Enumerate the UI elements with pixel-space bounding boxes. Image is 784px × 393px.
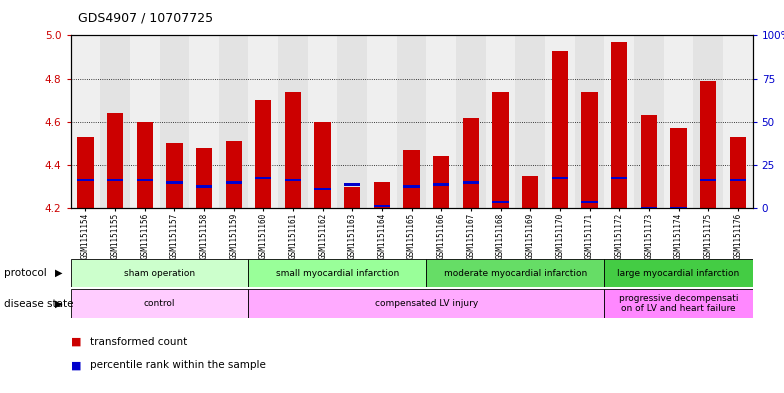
Bar: [249, 289, 604, 318]
Bar: [78, 137, 93, 208]
Text: ■: ■: [71, 360, 81, 371]
Bar: [641, 116, 657, 208]
Text: large myocardial infarction: large myocardial infarction: [617, 269, 739, 277]
Bar: [492, 200, 509, 203]
Bar: [136, 179, 153, 182]
Bar: [522, 209, 539, 212]
Bar: [130, 35, 159, 208]
Bar: [226, 141, 241, 208]
Bar: [136, 122, 153, 208]
Bar: [433, 183, 449, 186]
Bar: [314, 122, 331, 208]
Bar: [249, 35, 278, 208]
Bar: [100, 35, 130, 208]
Bar: [285, 179, 301, 182]
Bar: [426, 259, 604, 287]
Bar: [314, 187, 331, 190]
Bar: [730, 179, 746, 182]
Bar: [226, 181, 241, 184]
Bar: [374, 182, 390, 208]
Bar: [166, 143, 183, 208]
Bar: [278, 35, 308, 208]
Bar: [670, 129, 687, 208]
Bar: [344, 183, 361, 186]
Bar: [545, 35, 575, 208]
Bar: [522, 176, 539, 208]
Bar: [367, 35, 397, 208]
Bar: [189, 35, 219, 208]
Bar: [107, 179, 123, 182]
Bar: [71, 35, 100, 208]
Bar: [664, 35, 693, 208]
Bar: [255, 100, 271, 208]
Bar: [285, 92, 301, 208]
Bar: [344, 187, 361, 208]
Bar: [397, 35, 426, 208]
Bar: [71, 289, 249, 318]
Bar: [670, 207, 687, 209]
Text: control: control: [143, 299, 176, 308]
Bar: [219, 35, 249, 208]
Text: small myocardial infarction: small myocardial infarction: [276, 269, 399, 277]
Bar: [582, 200, 597, 203]
Bar: [730, 137, 746, 208]
Bar: [159, 35, 189, 208]
Bar: [693, 35, 723, 208]
Text: ▶: ▶: [55, 268, 63, 278]
Bar: [196, 185, 212, 188]
Text: disease state: disease state: [4, 299, 74, 309]
Text: percentile rank within the sample: percentile rank within the sample: [90, 360, 266, 371]
Bar: [700, 179, 717, 182]
Text: sham operation: sham operation: [124, 269, 195, 277]
Bar: [71, 259, 249, 287]
Bar: [552, 177, 568, 179]
Bar: [249, 259, 426, 287]
Text: GDS4907 / 10707725: GDS4907 / 10707725: [78, 12, 213, 25]
Bar: [552, 51, 568, 208]
Bar: [404, 150, 419, 208]
Bar: [337, 35, 367, 208]
Bar: [575, 35, 604, 208]
Bar: [492, 92, 509, 208]
Bar: [604, 35, 634, 208]
Bar: [433, 156, 449, 208]
Bar: [78, 179, 93, 182]
Text: protocol: protocol: [4, 268, 47, 278]
Bar: [426, 35, 456, 208]
Bar: [634, 35, 664, 208]
Bar: [611, 177, 627, 179]
Text: progressive decompensati
on of LV and heart failure: progressive decompensati on of LV and he…: [619, 294, 739, 313]
Text: ■: ■: [71, 337, 81, 347]
Bar: [196, 148, 212, 208]
Text: ▶: ▶: [55, 299, 63, 309]
Bar: [463, 181, 479, 184]
Bar: [255, 177, 271, 179]
Bar: [582, 92, 597, 208]
Bar: [604, 259, 753, 287]
Bar: [456, 35, 486, 208]
Bar: [463, 118, 479, 208]
Bar: [641, 207, 657, 209]
Bar: [700, 81, 717, 208]
Bar: [723, 35, 753, 208]
Bar: [604, 289, 753, 318]
Bar: [374, 205, 390, 208]
Text: moderate myocardial infarction: moderate myocardial infarction: [444, 269, 587, 277]
Bar: [404, 185, 419, 188]
Bar: [308, 35, 337, 208]
Bar: [611, 42, 627, 208]
Bar: [486, 35, 515, 208]
Bar: [166, 181, 183, 184]
Bar: [515, 35, 545, 208]
Text: compensated LV injury: compensated LV injury: [375, 299, 478, 308]
Text: transformed count: transformed count: [90, 337, 187, 347]
Bar: [107, 113, 123, 208]
